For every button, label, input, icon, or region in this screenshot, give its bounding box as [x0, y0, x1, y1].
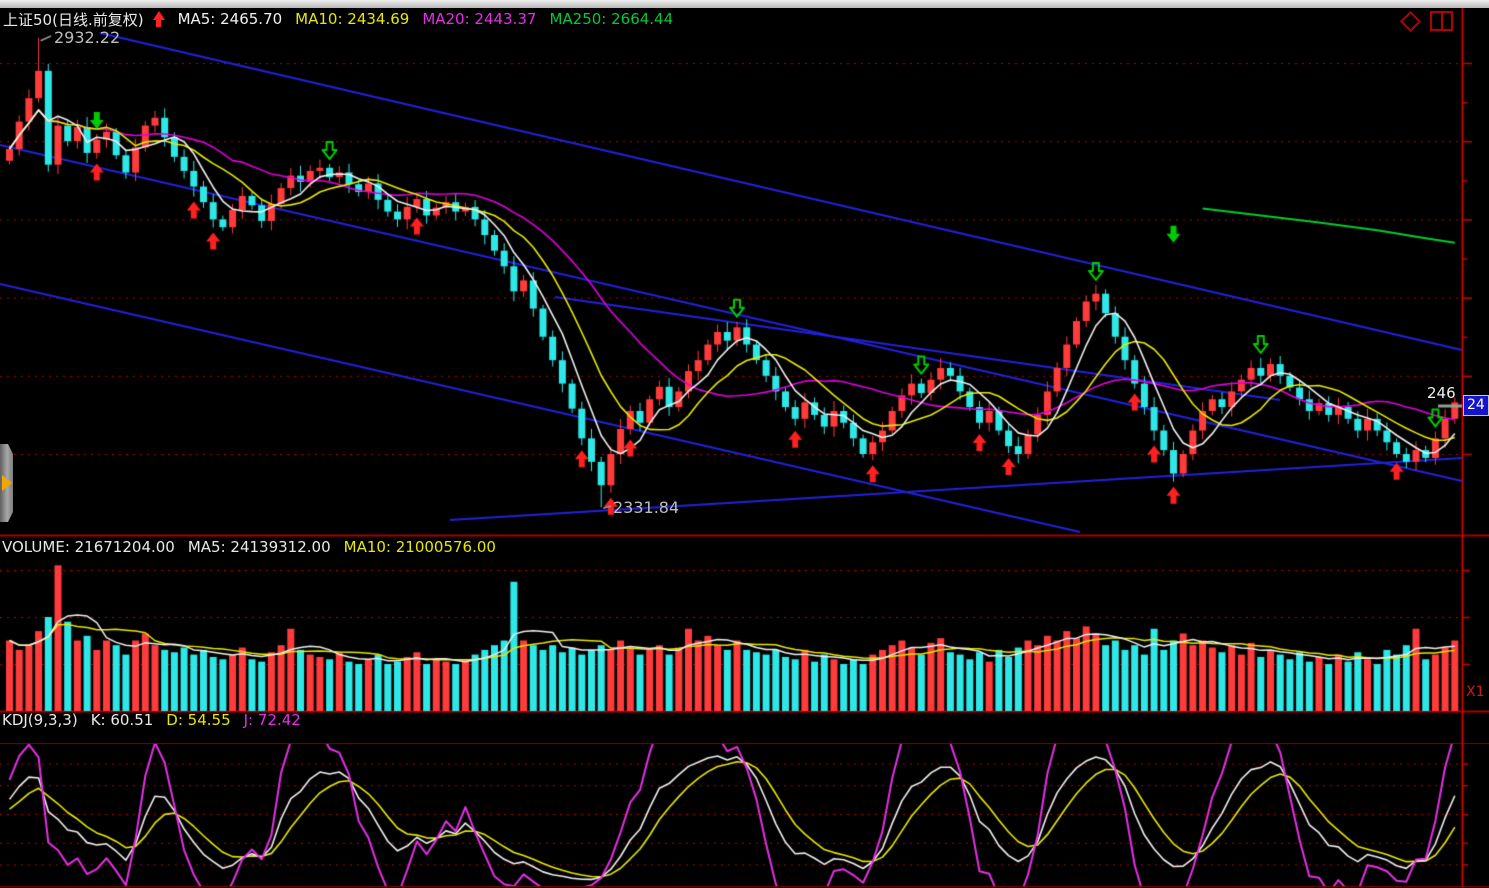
diamond-tool-icon[interactable]: [1399, 10, 1422, 32]
kdj-k-value: K: 60.51: [90, 711, 154, 729]
ma20-value: MA20: 2443.37: [422, 10, 537, 28]
volume-ma10-value: MA10: 21000576.00: [343, 538, 496, 556]
volume-value: VOLUME: 21671204.00: [2, 538, 175, 556]
kdj-pane-header: KDJ(9,3,3) K: 60.51 D: 54.55 J: 72.42: [2, 711, 301, 729]
split-window-icon[interactable]: [1430, 11, 1453, 31]
symbol-title: 上证50(日线.前复权): [3, 10, 144, 29]
window-top-edge: [0, 0, 1489, 8]
chart-corner-tools: [1399, 10, 1453, 32]
volume-pane-header: VOLUME: 21671204.00 MA5: 24139312.00 MA1…: [2, 538, 496, 556]
main-chart-header: 上证50(日线.前复权) MA5: 2465.70 MA10: 2434.69 …: [3, 9, 673, 29]
high-price-annotation: 2932.22: [54, 28, 121, 47]
expand-panel-icon: [2, 475, 12, 491]
kdj-d-value: D: 54.55: [166, 711, 231, 729]
volume-unit-label: X1: [1466, 684, 1485, 700]
volume-ma5-value: MA5: 24139312.00: [187, 538, 331, 556]
kdj-name: KDJ(9,3,3): [2, 711, 78, 729]
ma250-value: MA250: 2664.44: [549, 10, 674, 28]
low-price-annotation: 2331.84: [613, 498, 680, 517]
current-price-axis-box: 24: [1463, 395, 1489, 416]
expand-panel-tab[interactable]: [0, 444, 13, 522]
ma5-value: MA5: 2465.70: [177, 10, 283, 28]
trend-up-arrow-icon: [152, 11, 165, 27]
kdj-j-value: J: 72.42: [243, 711, 301, 729]
last-price-label: 246: [1427, 384, 1456, 402]
ma10-value: MA10: 2434.69: [295, 10, 410, 28]
